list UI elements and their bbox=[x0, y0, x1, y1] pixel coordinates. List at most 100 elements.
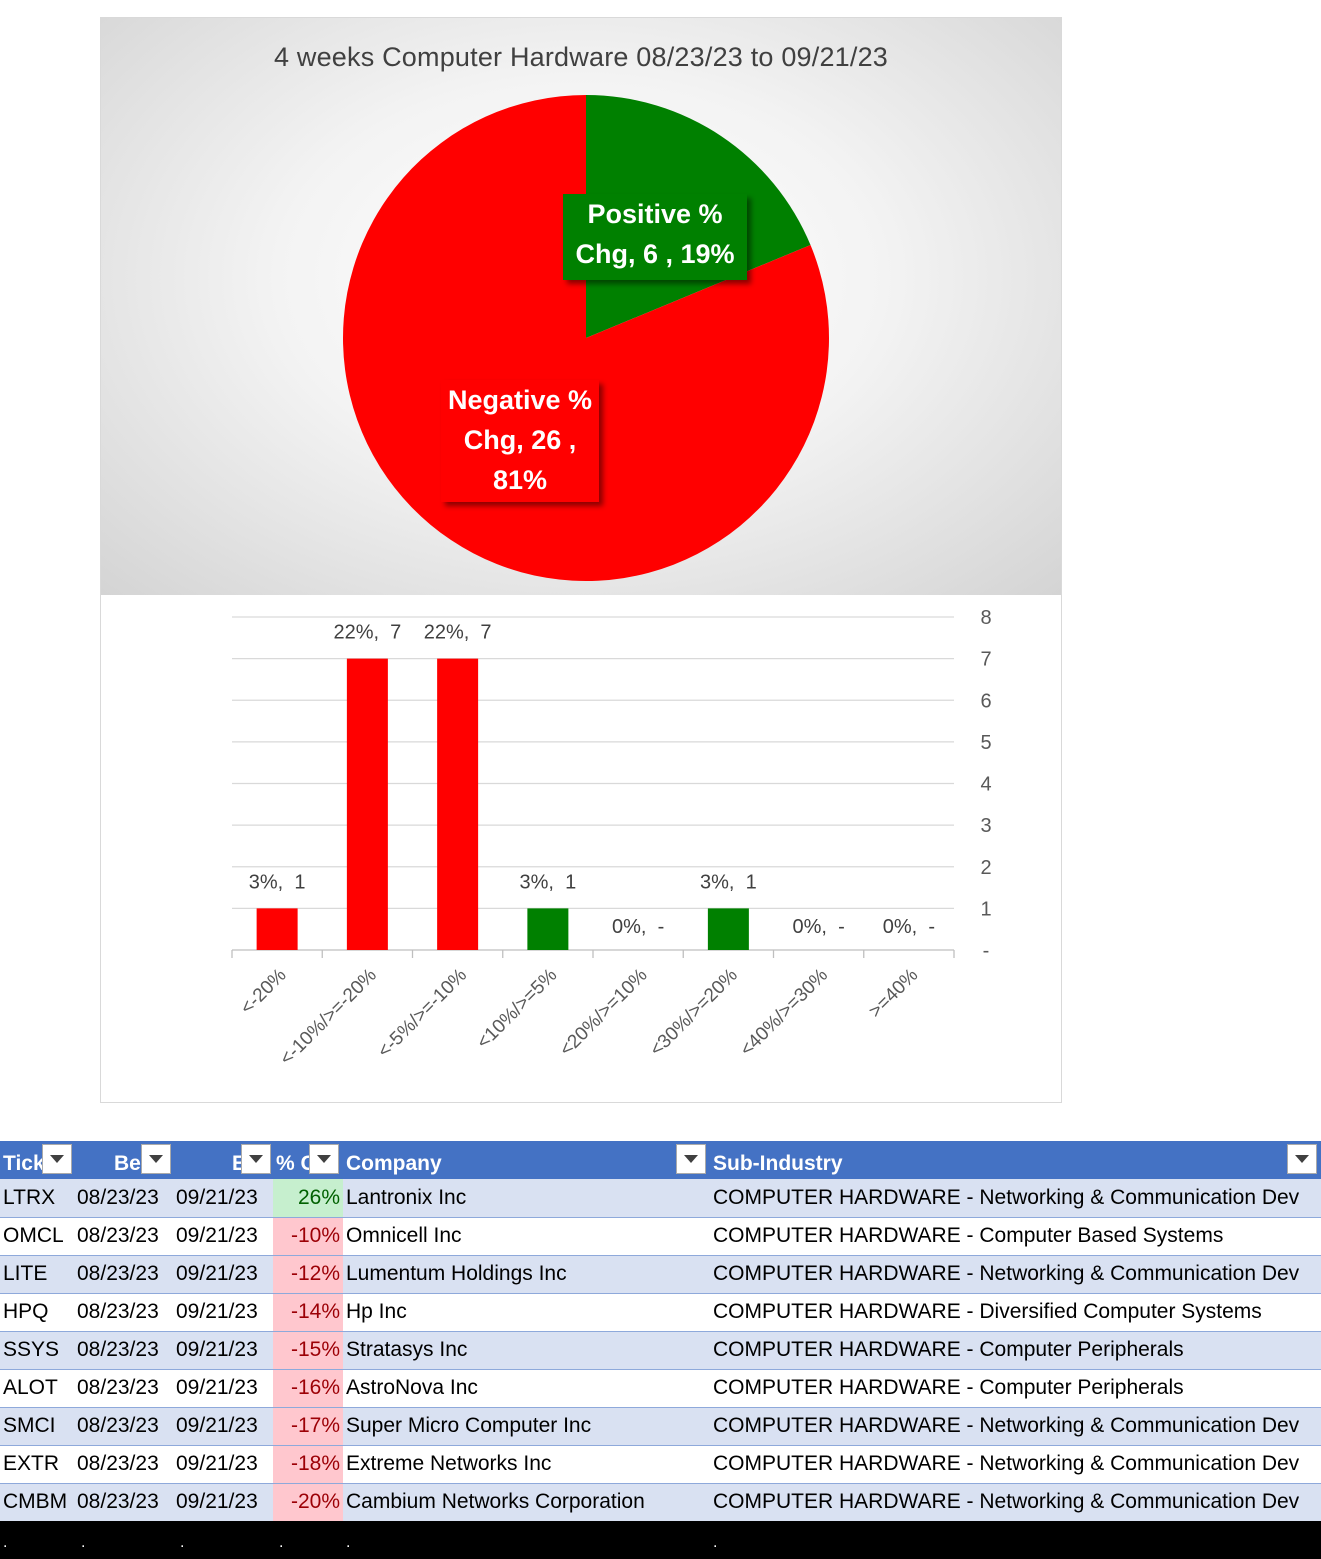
ticker-cell[interactable]: HPQ bbox=[0, 1293, 74, 1332]
pct-change-cell[interactable]: -10% bbox=[273, 1217, 343, 1256]
data-label: 0%, - bbox=[883, 916, 935, 938]
subindustry-cell[interactable]: COMPUTER HARDWARE - Networking & Communi… bbox=[710, 1445, 1321, 1484]
table-row[interactable]: LITE 08/23/23 09/21/23 -12% Lumentum Holding… bbox=[0, 1255, 1321, 1294]
begin-date-cell[interactable]: 08/23/23 bbox=[74, 1293, 173, 1332]
pie-label-negative-line2: Chg, 26 , bbox=[463, 425, 577, 455]
y-tick-label: 3 bbox=[980, 815, 991, 837]
ticker-cell[interactable]: LTRX bbox=[0, 1179, 74, 1218]
filter-dropdown-end[interactable] bbox=[241, 1144, 271, 1174]
bar-chart: - 1 2 3 4 5 6 7 8 3%, 1 <-20% 22%, 7 <-10%/>=-20% 22%… bbox=[231, 607, 992, 1070]
company-cell[interactable]: Cambium Networks Corporation bbox=[343, 1483, 710, 1522]
table-row[interactable]: EXTR 08/23/23 09/21/23 -18% Extreme Networks… bbox=[0, 1445, 1321, 1484]
begin-date-cell[interactable]: 08/23/23 bbox=[74, 1483, 173, 1522]
subindustry-cell[interactable]: COMPUTER HARDWARE - Networking & Communi… bbox=[710, 1255, 1321, 1294]
ticker-cell[interactable]: EXTR bbox=[0, 1445, 74, 1484]
company-cell[interactable]: Lumentum Holdings Inc bbox=[343, 1255, 710, 1294]
chevron-down-icon bbox=[1295, 1155, 1309, 1163]
pct-change-cell[interactable]: -18% bbox=[273, 1445, 343, 1484]
chart-panel: 4 weeks Computer Hardware 08/23/23 to 09… bbox=[100, 17, 1062, 1103]
filter-dropdown-company[interactable] bbox=[676, 1144, 706, 1174]
begin-date-cell[interactable]: 08/23/23 bbox=[74, 1445, 173, 1484]
header-pct-change: % C bbox=[273, 1141, 343, 1179]
end-date-cell[interactable]: 09/21/23 bbox=[173, 1445, 273, 1484]
end-date-cell[interactable]: 09/21/23 bbox=[173, 1179, 273, 1218]
category-label: <-5%/>=-10% bbox=[374, 965, 471, 1062]
begin-date-cell[interactable]: 08/23/23 bbox=[74, 1217, 173, 1256]
ticker-cell[interactable]: CMBM bbox=[0, 1483, 74, 1522]
subindustry-cell[interactable]: COMPUTER HARDWARE - Computer Peripherals bbox=[710, 1331, 1321, 1370]
ticker-cell[interactable]: ALOT bbox=[0, 1369, 74, 1408]
category-label: <-10%/>=-20% bbox=[276, 965, 381, 1070]
pct-change-cell[interactable]: -15% bbox=[273, 1331, 343, 1370]
end-date-cell[interactable]: 09/21/23 bbox=[173, 1407, 273, 1446]
end-date-cell[interactable]: 09/21/23 bbox=[173, 1483, 273, 1522]
category-label: <30%/>=20% bbox=[646, 965, 742, 1061]
ticker-cell[interactable]: SMCI bbox=[0, 1407, 74, 1446]
company-cell[interactable]: Extreme Networks Inc bbox=[343, 1445, 710, 1484]
begin-date-cell[interactable]: 08/23/23 bbox=[74, 1179, 173, 1218]
end-date-cell[interactable]: 09/21/23 bbox=[173, 1255, 273, 1294]
category-label: <20%/>=10% bbox=[556, 965, 652, 1061]
end-date-cell[interactable]: 09/21/23 bbox=[173, 1331, 273, 1370]
footer-dot: . bbox=[713, 1534, 718, 1551]
filter-dropdown-pct[interactable] bbox=[309, 1144, 339, 1174]
data-label: 0%, - bbox=[612, 916, 664, 938]
pct-change-cell[interactable]: -17% bbox=[273, 1407, 343, 1446]
footer-dot: . bbox=[3, 1534, 8, 1551]
pct-change-cell[interactable]: 26% bbox=[273, 1179, 343, 1218]
header-company-label: Company bbox=[346, 1152, 442, 1175]
table-row[interactable]: HPQ 08/23/23 09/21/23 -14% Hp Inc COMPUTER HA… bbox=[0, 1293, 1321, 1332]
pie-label-negative: Negative % Chg, 26 , 81% bbox=[441, 380, 599, 502]
chevron-down-icon bbox=[317, 1155, 331, 1163]
ticker-cell[interactable]: SSYS bbox=[0, 1331, 74, 1370]
header-company: Company bbox=[343, 1141, 710, 1179]
filter-dropdown-begin[interactable] bbox=[141, 1144, 171, 1174]
company-cell[interactable]: AstroNova Inc bbox=[343, 1369, 710, 1408]
table-body: LTRX 08/23/23 09/21/23 26% Lantronix Inc COMP… bbox=[0, 1179, 1321, 1522]
data-label: 0%, - bbox=[793, 916, 845, 938]
pie-label-negative-line3: 81% bbox=[492, 465, 548, 495]
bar-3 bbox=[527, 908, 569, 950]
data-label: 3%, 1 bbox=[700, 871, 757, 893]
filter-dropdown-subindustry[interactable] bbox=[1287, 1144, 1317, 1174]
begin-date-cell[interactable]: 08/23/23 bbox=[74, 1331, 173, 1370]
company-cell[interactable]: Hp Inc bbox=[343, 1293, 710, 1332]
end-date-cell[interactable]: 09/21/23 bbox=[173, 1293, 273, 1332]
subindustry-cell[interactable]: COMPUTER HARDWARE - Networking & Communi… bbox=[710, 1179, 1321, 1218]
table-row[interactable]: CMBM 08/23/23 09/21/23 -20% Cambium Networks… bbox=[0, 1483, 1321, 1522]
company-cell[interactable]: Stratasys Inc bbox=[343, 1331, 710, 1370]
subindustry-cell[interactable]: COMPUTER HARDWARE - Networking & Communi… bbox=[710, 1483, 1321, 1522]
y-tick-label: 4 bbox=[980, 774, 991, 796]
table-row[interactable]: ALOT 08/23/23 09/21/23 -16% AstroNova Inc COM… bbox=[0, 1369, 1321, 1408]
pct-change-cell[interactable]: -20% bbox=[273, 1483, 343, 1522]
table-row[interactable]: SSYS 08/23/23 09/21/23 -15% Stratasys Inc COM… bbox=[0, 1331, 1321, 1370]
subindustry-cell[interactable]: COMPUTER HARDWARE - Networking & Communi… bbox=[710, 1407, 1321, 1446]
company-cell[interactable]: Super Micro Computer Inc bbox=[343, 1407, 710, 1446]
company-cell[interactable]: Lantronix Inc bbox=[343, 1179, 710, 1218]
table-row[interactable]: LTRX 08/23/23 09/21/23 26% Lantronix Inc COMP… bbox=[0, 1179, 1321, 1218]
end-date-cell[interactable]: 09/21/23 bbox=[173, 1217, 273, 1256]
pct-change-cell[interactable]: -12% bbox=[273, 1255, 343, 1294]
subindustry-cell[interactable]: COMPUTER HARDWARE - Diversified Computer… bbox=[710, 1293, 1321, 1332]
ticker-cell[interactable]: LITE bbox=[0, 1255, 74, 1294]
begin-date-cell[interactable]: 08/23/23 bbox=[74, 1369, 173, 1408]
company-cell[interactable]: Omnicell Inc bbox=[343, 1217, 710, 1256]
pie-chart-title: 4 weeks Computer Hardware 08/23/23 to 09… bbox=[273, 42, 889, 72]
footer-dot: . bbox=[81, 1534, 86, 1551]
subindustry-cell[interactable]: COMPUTER HARDWARE - Computer Peripherals bbox=[710, 1369, 1321, 1408]
end-date-cell[interactable]: 09/21/23 bbox=[173, 1369, 273, 1408]
subindustry-cell[interactable]: COMPUTER HARDWARE - Computer Based Syste… bbox=[710, 1217, 1321, 1256]
pct-change-cell[interactable]: -14% bbox=[273, 1293, 343, 1332]
table-row[interactable]: OMCL 08/23/23 09/21/23 -10% Omnicell Inc COMP… bbox=[0, 1217, 1321, 1256]
pie-chart bbox=[342, 95, 829, 581]
table-row[interactable]: SMCI 08/23/23 09/21/23 -17% Super Micro Comp… bbox=[0, 1407, 1321, 1446]
ticker-cell[interactable]: OMCL bbox=[0, 1217, 74, 1256]
bar-1 bbox=[346, 658, 388, 950]
begin-date-cell[interactable]: 08/23/23 bbox=[74, 1407, 173, 1446]
pct-change-cell[interactable]: -16% bbox=[273, 1369, 343, 1408]
filter-dropdown-ticker[interactable] bbox=[42, 1144, 72, 1174]
data-label: 3%, 1 bbox=[249, 871, 306, 893]
header-pct-label: % C bbox=[276, 1152, 316, 1175]
y-tick-label: 7 bbox=[980, 649, 991, 671]
begin-date-cell[interactable]: 08/23/23 bbox=[74, 1255, 173, 1294]
